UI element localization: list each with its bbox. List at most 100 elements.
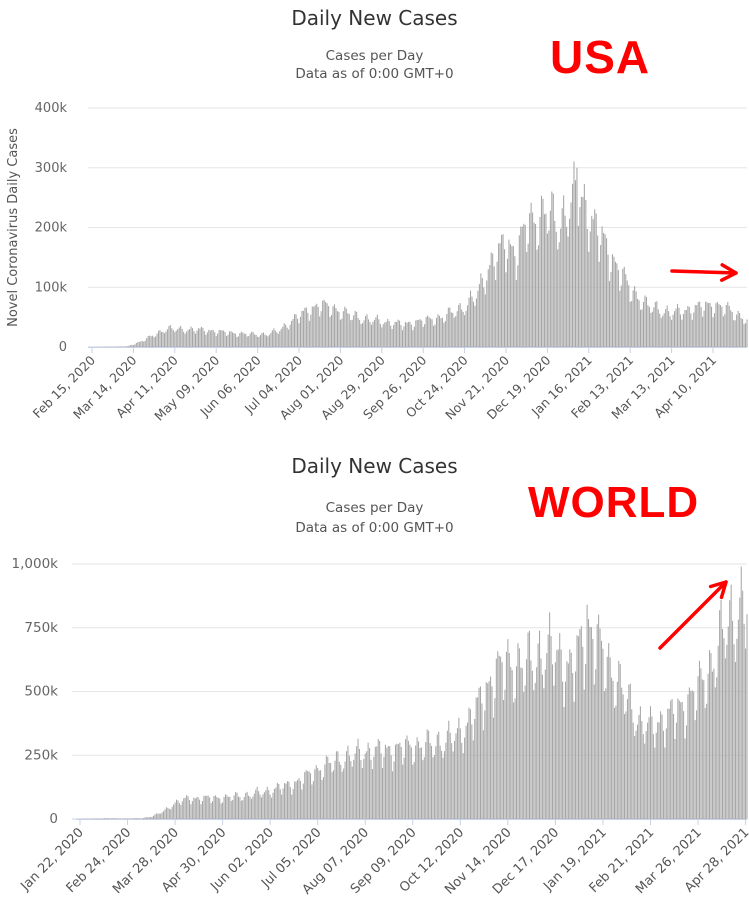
bar	[536, 249, 538, 347]
bar	[667, 708, 669, 819]
bar	[186, 795, 188, 819]
trend-arrow-head	[719, 263, 738, 282]
bar	[348, 755, 350, 819]
bar	[438, 315, 440, 347]
bar	[472, 740, 474, 819]
bar	[566, 661, 568, 819]
bar	[598, 614, 600, 819]
bar	[246, 336, 248, 347]
bar	[589, 231, 591, 347]
bar	[437, 314, 439, 347]
bar	[657, 309, 659, 347]
bar	[275, 787, 277, 819]
bar	[450, 312, 452, 347]
bar	[345, 751, 348, 819]
bar	[266, 786, 268, 819]
bar	[492, 253, 494, 347]
bar	[539, 630, 541, 819]
bar	[250, 798, 252, 819]
bar	[353, 315, 355, 347]
bar	[545, 213, 547, 347]
bar	[610, 272, 612, 347]
bar	[365, 316, 367, 347]
bar	[514, 256, 516, 347]
bar	[280, 328, 282, 347]
bar	[658, 722, 660, 819]
y-tick-label: 400k	[35, 101, 68, 116]
bar	[223, 330, 225, 347]
bar	[575, 671, 577, 819]
bar	[526, 659, 528, 819]
bar	[369, 748, 371, 819]
bar	[132, 818, 134, 819]
bar	[709, 302, 711, 347]
bar	[422, 760, 424, 819]
bar	[209, 797, 211, 819]
bar	[471, 724, 473, 819]
bar	[467, 722, 469, 819]
bar	[729, 600, 731, 819]
bar	[302, 310, 304, 347]
bar	[455, 733, 457, 819]
bar	[325, 755, 327, 819]
bar	[171, 806, 173, 819]
bar	[656, 301, 658, 347]
bar	[354, 310, 356, 347]
bar	[413, 326, 415, 347]
bar	[529, 213, 531, 347]
bar	[189, 329, 191, 347]
bar	[289, 787, 291, 819]
bar	[490, 676, 492, 819]
bar	[152, 815, 154, 819]
bar	[391, 329, 393, 347]
bar	[600, 640, 603, 819]
bar	[423, 757, 425, 819]
bar	[371, 769, 373, 819]
bar	[554, 220, 556, 347]
bar	[632, 290, 634, 347]
bar	[192, 328, 194, 347]
bar	[178, 802, 180, 819]
bar	[453, 317, 455, 347]
bar	[149, 335, 151, 347]
bar	[662, 730, 664, 819]
bar	[638, 300, 640, 347]
bar	[285, 783, 287, 819]
bar	[340, 764, 342, 819]
bar	[418, 319, 420, 347]
bar	[718, 304, 720, 347]
bar	[181, 328, 183, 347]
bar	[488, 681, 490, 819]
bar	[586, 604, 588, 819]
bar	[452, 312, 454, 347]
bar	[685, 725, 688, 819]
bar	[425, 742, 427, 819]
bar	[611, 254, 613, 347]
bar	[459, 303, 461, 347]
bar	[624, 714, 626, 819]
bar	[121, 346, 123, 347]
bar	[297, 780, 299, 819]
bar	[543, 214, 545, 347]
bar	[595, 669, 597, 819]
bar	[616, 681, 618, 819]
bar	[433, 755, 435, 819]
bar	[671, 319, 673, 347]
bar	[492, 717, 494, 819]
bar	[401, 330, 404, 347]
bar	[220, 803, 222, 819]
bar	[549, 612, 551, 819]
bar	[497, 651, 499, 819]
bar	[135, 818, 137, 819]
bar	[148, 817, 150, 819]
bar	[183, 331, 185, 347]
bar	[337, 751, 339, 819]
bar	[336, 311, 338, 347]
bar	[746, 614, 748, 819]
bar	[664, 747, 666, 819]
bar	[462, 311, 464, 347]
bar	[274, 330, 276, 347]
bar	[680, 702, 682, 819]
bar	[382, 767, 384, 819]
bar	[175, 330, 177, 347]
